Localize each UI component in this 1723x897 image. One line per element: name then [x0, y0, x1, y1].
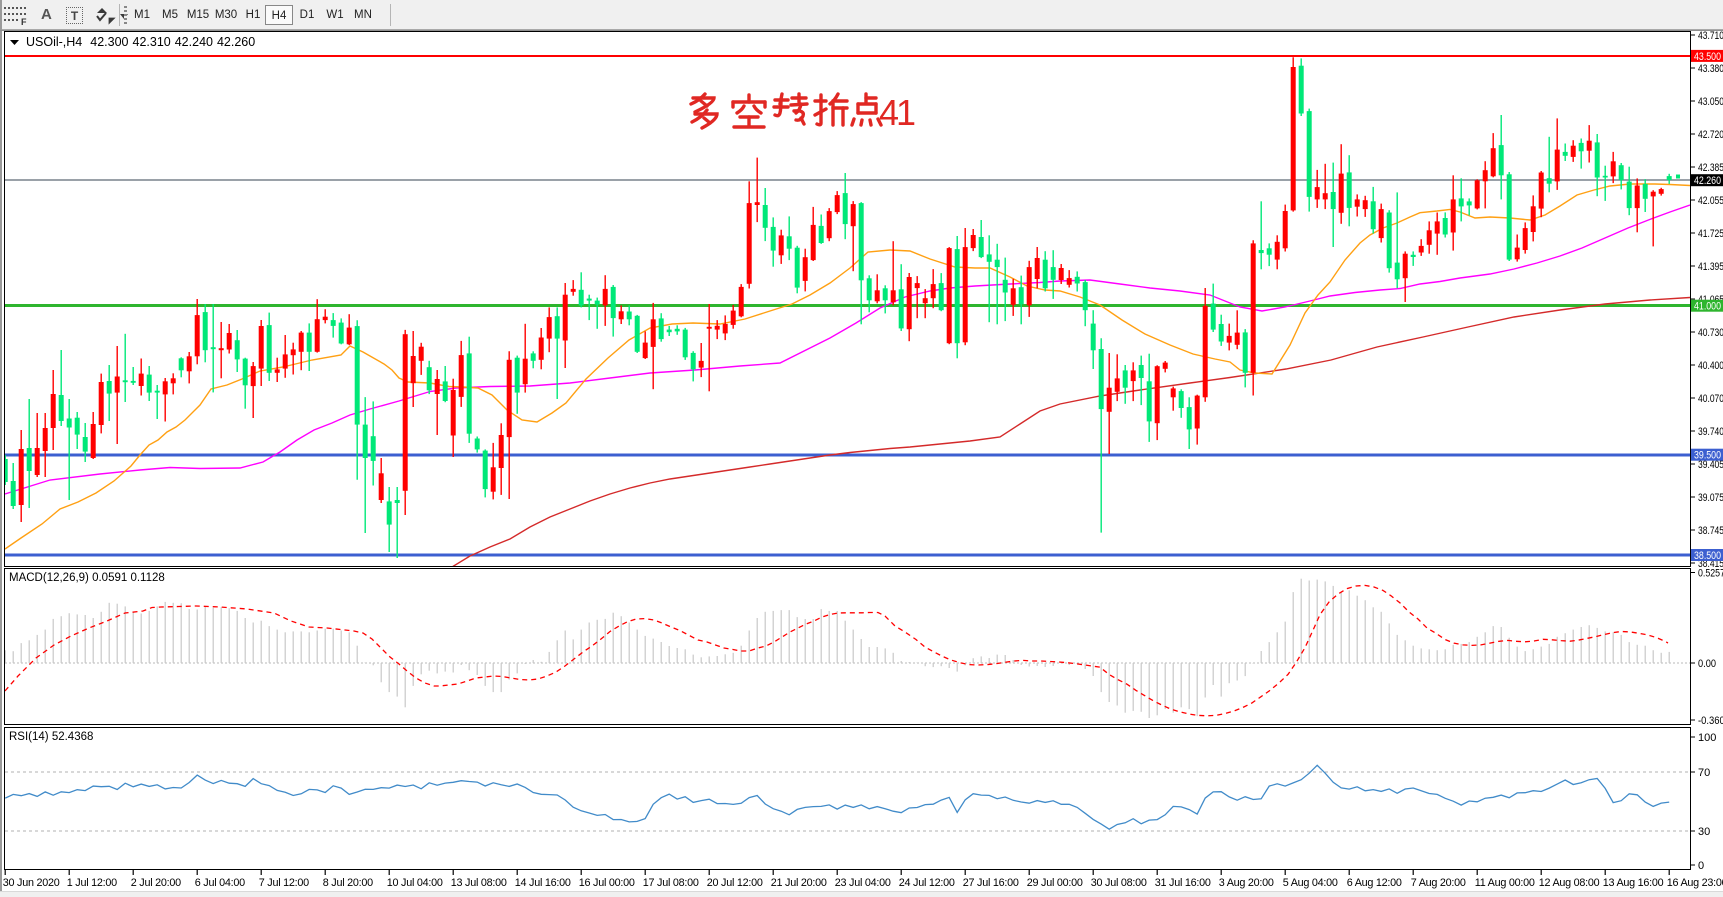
svg-text:16 Aug 23:00: 16 Aug 23:00	[1667, 877, 1723, 889]
svg-text:40.730: 40.730	[1698, 327, 1723, 339]
svg-text:41.000: 41.000	[1694, 301, 1721, 313]
svg-text:5 Aug 04:00: 5 Aug 04:00	[1283, 877, 1338, 889]
svg-text:8 Jul 20:00: 8 Jul 20:00	[323, 877, 373, 889]
svg-text:43.380: 43.380	[1698, 63, 1723, 75]
svg-text:24 Jul 12:00: 24 Jul 12:00	[899, 877, 955, 889]
svg-text:41: 41	[879, 92, 915, 133]
svg-text:21 Jul 20:00: 21 Jul 20:00	[771, 877, 827, 889]
svg-text:13 Aug 16:00: 13 Aug 16:00	[1603, 877, 1664, 889]
svg-text:MACD(12,26,9) 0.0591 0.1128: MACD(12,26,9) 0.0591 0.1128	[9, 572, 165, 584]
svg-text:42.385: 42.385	[1698, 162, 1723, 174]
svg-text:6 Jul 04:00: 6 Jul 04:00	[195, 877, 245, 889]
svg-text:11 Aug 00:00: 11 Aug 00:00	[1475, 877, 1535, 889]
svg-text:29 Jul 00:00: 29 Jul 00:00	[1027, 877, 1083, 889]
svg-text:30: 30	[1698, 826, 1710, 838]
svg-text:40.070: 40.070	[1698, 393, 1723, 405]
svg-text:70: 70	[1698, 767, 1710, 779]
svg-text:F: F	[21, 17, 27, 25]
svg-text:38.745: 38.745	[1698, 525, 1723, 537]
svg-text:31 Jul 16:00: 31 Jul 16:00	[1155, 877, 1211, 889]
svg-text:27 Jul 16:00: 27 Jul 16:00	[963, 877, 1019, 889]
svg-text:38.500: 38.500	[1694, 550, 1721, 562]
svg-text:23 Jul 04:00: 23 Jul 04:00	[835, 877, 891, 889]
svg-text:7 Aug 20:00: 7 Aug 20:00	[1411, 877, 1466, 889]
svg-text:20 Jul 12:00: 20 Jul 12:00	[707, 877, 763, 889]
svg-text:30 Jun 2020: 30 Jun 2020	[3, 877, 60, 889]
svg-text:0.5257: 0.5257	[1698, 568, 1723, 580]
svg-text:41.395: 41.395	[1698, 261, 1723, 273]
svg-text:3 Aug 20:00: 3 Aug 20:00	[1219, 877, 1274, 889]
svg-text:39.405: 39.405	[1698, 459, 1723, 471]
svg-text:42.260: 42.260	[1694, 175, 1721, 187]
svg-text:43.050: 43.050	[1698, 96, 1723, 108]
svg-text:43.500: 43.500	[1694, 51, 1721, 63]
svg-text:30 Jul 08:00: 30 Jul 08:00	[1091, 877, 1147, 889]
svg-text:39.075: 39.075	[1698, 492, 1723, 504]
svg-text:2 Jul 20:00: 2 Jul 20:00	[131, 877, 181, 889]
svg-text:7 Jul 12:00: 7 Jul 12:00	[259, 877, 309, 889]
svg-text:17 Jul 08:00: 17 Jul 08:00	[643, 877, 699, 889]
svg-text:39.740: 39.740	[1698, 426, 1723, 438]
svg-text:-0.3603: -0.3603	[1698, 715, 1723, 727]
svg-text:39.500: 39.500	[1694, 450, 1721, 462]
svg-text:16 Jul 00:00: 16 Jul 00:00	[579, 877, 635, 889]
svg-text:41.725: 41.725	[1698, 228, 1723, 240]
svg-text:12 Aug 08:00: 12 Aug 08:00	[1539, 877, 1600, 889]
svg-text:42.055: 42.055	[1698, 195, 1723, 207]
svg-text:42.720: 42.720	[1698, 129, 1723, 141]
svg-text:14 Jul 16:00: 14 Jul 16:00	[515, 877, 571, 889]
svg-text:40.400: 40.400	[1698, 360, 1723, 372]
svg-text:10 Jul 04:00: 10 Jul 04:00	[387, 877, 443, 889]
svg-text:100: 100	[1698, 732, 1716, 744]
svg-text:1 Jul 12:00: 1 Jul 12:00	[67, 877, 117, 889]
svg-text:0.00: 0.00	[1698, 658, 1716, 670]
svg-text:6 Aug 12:00: 6 Aug 12:00	[1347, 877, 1402, 889]
svg-text:43.710: 43.710	[1698, 30, 1723, 42]
svg-text:13 Jul 08:00: 13 Jul 08:00	[451, 877, 507, 889]
svg-text:0: 0	[1698, 860, 1704, 872]
svg-text:RSI(14) 52.4368: RSI(14) 52.4368	[9, 731, 93, 743]
